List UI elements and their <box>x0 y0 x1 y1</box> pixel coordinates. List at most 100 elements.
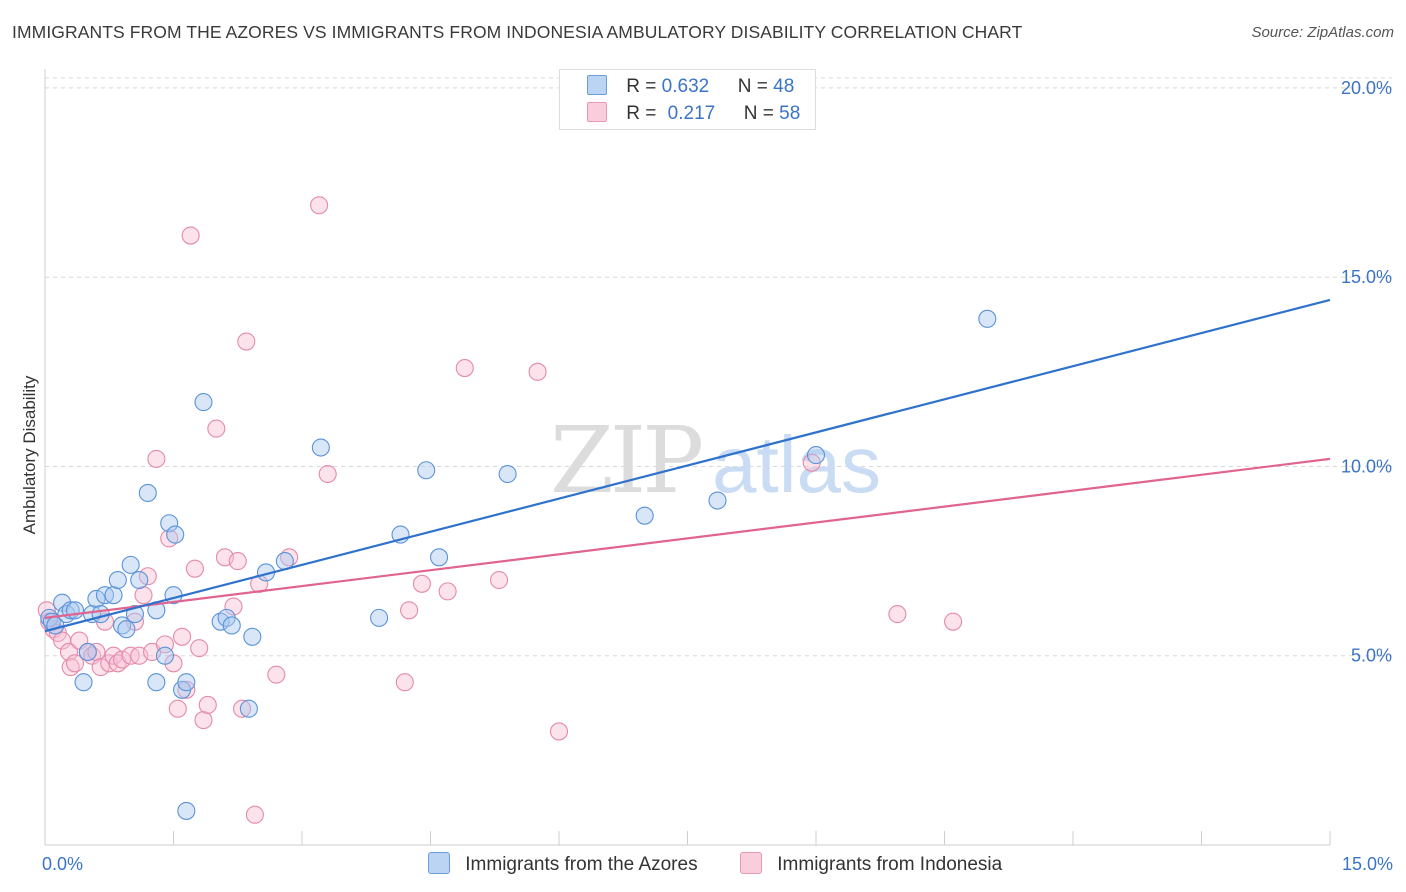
axes <box>44 69 1331 846</box>
indonesia-point <box>190 639 209 658</box>
azores-point <box>806 446 826 465</box>
indonesia-point <box>267 665 286 684</box>
indonesia-point <box>888 605 907 624</box>
stats-legend: R = 0.632 N = 48 R = 0.217 N = 58 <box>559 69 816 130</box>
indonesia-point <box>245 805 264 824</box>
azores-point <box>108 570 127 590</box>
indonesia-point <box>528 362 547 381</box>
azores-point <box>130 570 149 590</box>
series-indonesia-points <box>37 196 963 824</box>
indonesia-point <box>549 722 569 741</box>
legend-swatch-indonesia <box>587 102 607 122</box>
azores-point <box>194 393 213 412</box>
bottom-legend-label-indonesia: Immigrants from Indonesia <box>777 854 1003 875</box>
azores-point <box>243 627 262 646</box>
indonesia-point <box>228 552 247 571</box>
indonesia-point <box>168 699 187 718</box>
azores-point <box>117 620 136 639</box>
indonesia-point <box>134 586 153 605</box>
azores-point <box>177 673 196 692</box>
legend-r-value: 0.632 <box>661 76 710 97</box>
watermark-atlas: atlas <box>712 420 881 509</box>
tick-labels: 5.0% 10.0% 15.0% 20.0% 0.0% 15.0% <box>42 78 1393 874</box>
azores-point <box>74 673 93 692</box>
indonesia-point <box>237 332 256 351</box>
legend-n-label: N = <box>743 103 774 124</box>
legend-swatch-azores <box>587 75 607 95</box>
azores-point <box>160 514 179 533</box>
indonesia-point <box>185 559 204 578</box>
azores-point <box>311 438 330 457</box>
bottom-legend-swatch-azores <box>428 852 450 874</box>
azores-point <box>91 605 110 624</box>
azores-point <box>370 608 389 627</box>
azores-point <box>177 801 196 820</box>
legend-row-azores: R = 0.632 N = 48 <box>587 75 794 99</box>
azores-point <box>430 548 449 567</box>
grid-lines <box>45 77 1392 657</box>
azores-point <box>498 464 517 484</box>
indonesia-point <box>113 650 132 669</box>
legend-r-value: 0.217 <box>667 103 716 124</box>
azores-point <box>978 309 997 328</box>
legend-r-label: R = <box>626 103 657 124</box>
bottom-legend-swatch-indonesia <box>740 852 762 874</box>
azores-point <box>222 616 241 635</box>
indonesia-point <box>400 601 419 620</box>
indonesia-point <box>147 449 166 468</box>
y-tick-label: 20.0% <box>1341 78 1392 98</box>
indonesia-point <box>455 358 474 378</box>
indonesia-point <box>194 711 213 730</box>
y-axis-label: Ambulatory Disability <box>20 375 39 534</box>
azores-point <box>155 646 174 665</box>
bottom-legend-azores: Immigrants from the Azores <box>428 852 698 876</box>
indonesia-point <box>232 699 252 718</box>
y-tick-label: 15.0% <box>1341 267 1392 287</box>
indonesia-point <box>181 226 200 245</box>
azores-point <box>121 555 140 574</box>
indonesia-trend-line <box>44 457 1331 619</box>
indonesia-point <box>224 597 243 616</box>
azores-point <box>417 461 436 480</box>
indonesia-point <box>65 654 85 673</box>
bottom-legend-indonesia: Immigrants from Indonesia <box>740 852 1002 876</box>
chart-title: IMMIGRANTS FROM THE AZORES VS IMMIGRANTS… <box>12 22 1023 42</box>
azores-point <box>635 506 654 525</box>
azores-point <box>166 525 185 544</box>
azores-point <box>87 589 106 609</box>
indonesia-point <box>198 695 217 714</box>
indonesia-point <box>395 673 414 692</box>
azores-point <box>104 586 123 605</box>
azores-point <box>147 673 166 692</box>
watermark-zip: ZIP <box>550 407 701 514</box>
indonesia-point <box>59 642 79 661</box>
azores-point <box>78 642 97 661</box>
bottom-legend-label-azores: Immigrants from the Azores <box>465 854 698 875</box>
indonesia-point <box>207 419 226 438</box>
indonesia-point <box>310 196 329 215</box>
legend-n-value: 48 <box>773 76 795 97</box>
azores-point <box>708 491 727 510</box>
watermark: ZIP atlas <box>550 407 881 514</box>
x-tick-label: 0.0% <box>42 854 83 874</box>
y-tick-label: 10.0% <box>1341 456 1392 476</box>
indonesia-point <box>318 464 337 484</box>
legend-n-label: N = <box>737 76 768 97</box>
indonesia-point <box>177 680 196 699</box>
legend-n-value: 58 <box>779 103 801 124</box>
trend-lines <box>44 298 1331 633</box>
legend-row-indonesia: R = 0.217 N = 58 <box>587 102 800 126</box>
indonesia-point <box>489 570 509 590</box>
indonesia-point <box>438 582 457 601</box>
legend-r-label: R = <box>626 76 657 97</box>
x-tick-label: 15.0% <box>1342 854 1393 874</box>
y-tick-label: 5.0% <box>1351 646 1392 666</box>
indonesia-point <box>173 627 192 646</box>
azores-point <box>239 699 258 718</box>
indonesia-point <box>944 612 963 631</box>
indonesia-point <box>138 567 157 586</box>
azores-point <box>138 483 157 503</box>
indonesia-point <box>91 658 110 677</box>
azores-trend-line <box>44 298 1331 633</box>
